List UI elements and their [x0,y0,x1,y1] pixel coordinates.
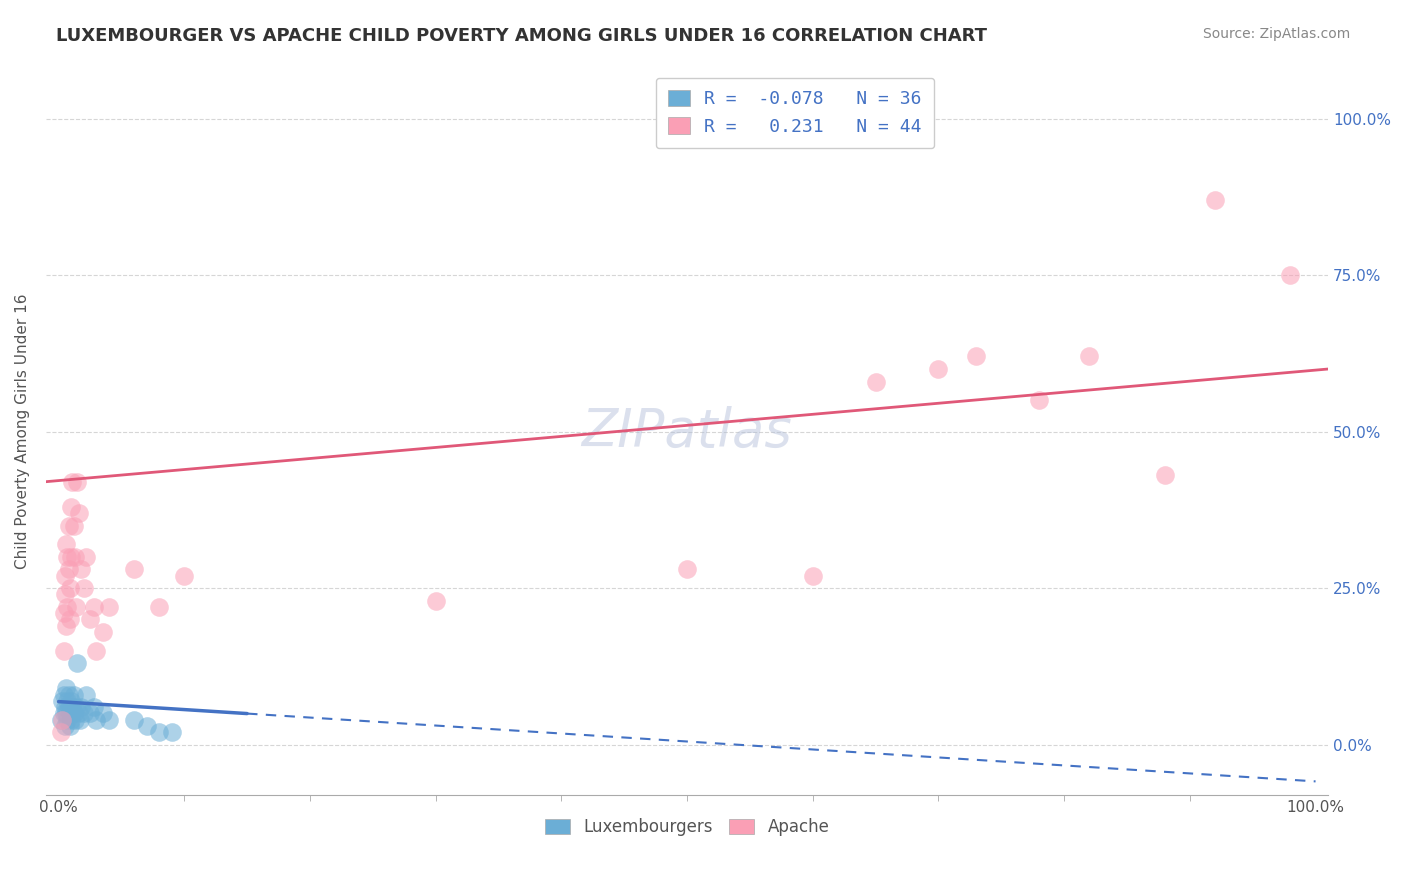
Point [59,706,82,721]
Point [49,713,72,727]
Point [79,612,101,626]
Point [58,518,80,533]
Point [55,706,77,721]
Point [1028,393,1050,408]
Point [59,719,82,733]
Point [58,562,80,576]
Point [1153,468,1175,483]
Point [865,375,887,389]
Point [62,518,84,533]
Point [83,700,105,714]
Point [56,694,79,708]
Point [122,713,145,727]
Point [60,500,83,514]
Point [1279,268,1302,282]
Point [67,706,90,721]
Point [97,599,120,614]
Point [63,549,86,564]
Point [60,700,83,714]
Point [135,719,157,733]
Point [91,624,114,639]
Point [53,587,76,601]
Point [52,606,75,620]
Point [1204,193,1226,207]
Point [676,562,699,576]
Point [65,599,87,614]
Point [53,719,76,733]
Point [56,713,79,727]
Legend: Luxembourgers, Apache: Luxembourgers, Apache [536,810,838,845]
Point [63,713,86,727]
Text: Source: ZipAtlas.com: Source: ZipAtlas.com [1202,27,1350,41]
Point [60,475,83,489]
Point [965,350,987,364]
Point [801,568,824,582]
Point [66,657,89,671]
Point [59,581,82,595]
Point [52,706,75,721]
Point [55,618,77,632]
Point [73,706,96,721]
Point [70,562,93,576]
Point [160,725,183,739]
Point [62,706,84,721]
Point [60,713,83,727]
Point [70,700,93,714]
Text: LUXEMBOURGER VS APACHE CHILD POVERTY AMONG GIRLS UNDER 16 CORRELATION CHART: LUXEMBOURGER VS APACHE CHILD POVERTY AMO… [56,27,987,45]
Point [148,599,170,614]
Point [148,725,170,739]
Point [58,700,80,714]
Point [58,688,80,702]
Point [1078,350,1101,364]
Point [84,644,107,658]
Point [60,549,83,564]
Point [59,612,82,626]
Point [53,700,76,714]
Point [52,688,75,702]
Point [56,599,79,614]
Point [91,706,114,721]
Point [53,568,76,582]
Point [65,700,87,714]
Point [75,688,97,702]
Y-axis label: Child Poverty Among Girls Under 16: Child Poverty Among Girls Under 16 [15,293,30,569]
Text: ZIPatlas: ZIPatlas [582,406,793,458]
Point [69,713,91,727]
Point [67,506,90,520]
Point [79,706,101,721]
Point [73,581,96,595]
Point [425,593,447,607]
Point [927,362,949,376]
Point [49,725,72,739]
Point [122,562,145,576]
Point [60,694,83,708]
Point [56,549,79,564]
Point [55,537,77,551]
Point [51,694,73,708]
Point [51,713,73,727]
Point [84,713,107,727]
Point [173,568,195,582]
Point [97,713,120,727]
Point [62,688,84,702]
Point [52,644,75,658]
Point [83,599,105,614]
Point [66,475,89,489]
Point [55,681,77,696]
Point [75,549,97,564]
